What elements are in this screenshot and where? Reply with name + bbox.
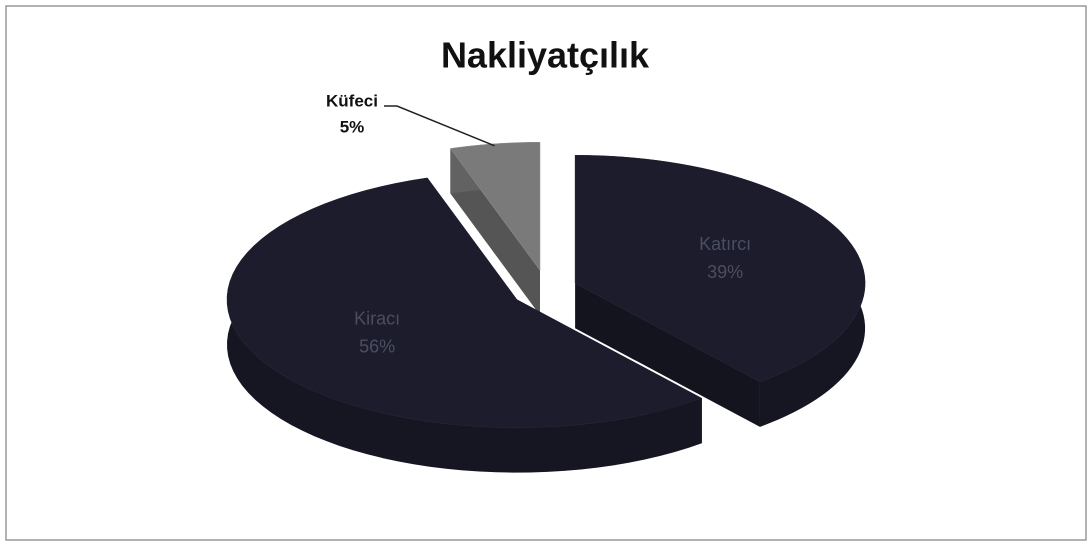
slice-value-label: 5%: [340, 117, 365, 136]
slice-value-label: 39%: [707, 262, 743, 282]
slice-side: [575, 283, 760, 427]
leader-line: [384, 105, 495, 147]
slice-value-label: 56%: [359, 336, 395, 356]
pie-slice: [449, 141, 541, 272]
slice-side: [227, 177, 702, 473]
slice-label: Kiracı: [354, 308, 400, 328]
slice-label: Küfeci: [326, 91, 378, 110]
pie-slice: [574, 154, 866, 383]
slice-label: Katırcı: [699, 234, 751, 254]
pie-slice: [226, 177, 703, 428]
chart-title: Nakliyatçılık: [441, 35, 650, 76]
